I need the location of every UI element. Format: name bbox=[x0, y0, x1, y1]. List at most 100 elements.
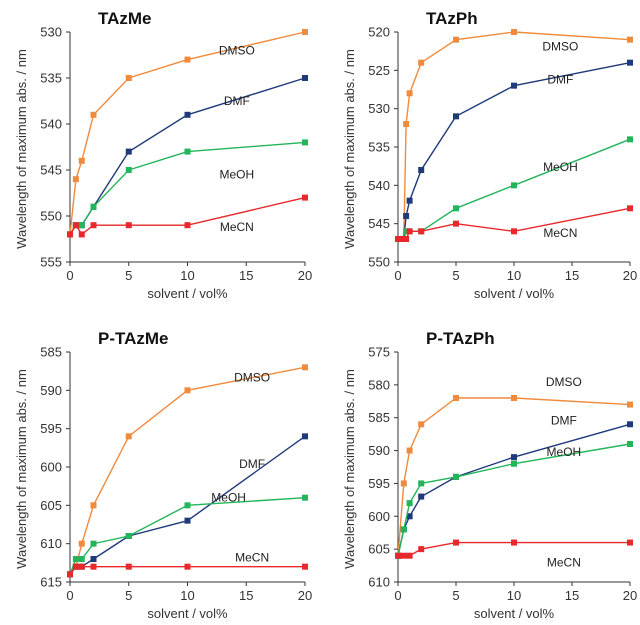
data-point bbox=[72, 563, 79, 570]
data-point bbox=[406, 90, 413, 97]
chart-title: P-TAzMe bbox=[98, 329, 169, 348]
data-point bbox=[400, 480, 407, 487]
chart-title: TAzMe bbox=[98, 9, 152, 28]
series-dmf: DMF bbox=[395, 413, 633, 559]
y-tick-label: 580 bbox=[368, 377, 390, 392]
y-tick-label: 615 bbox=[40, 575, 62, 590]
chart-title: P-TAzPh bbox=[426, 329, 495, 348]
x-tick-label: 10 bbox=[180, 588, 194, 603]
data-point bbox=[72, 222, 79, 229]
data-point bbox=[67, 571, 73, 578]
data-point bbox=[78, 563, 85, 570]
series-label: DMSO bbox=[542, 40, 578, 54]
data-point bbox=[627, 59, 633, 66]
series-meoh: MeOH bbox=[67, 491, 308, 578]
data-point bbox=[302, 75, 308, 81]
data-point bbox=[511, 539, 517, 546]
x-tick-label: 5 bbox=[125, 588, 132, 603]
data-point bbox=[90, 540, 97, 547]
x-tick-label: 20 bbox=[298, 268, 312, 283]
data-point bbox=[627, 421, 633, 428]
x-tick-label: 10 bbox=[180, 268, 194, 283]
series-label: MeCN bbox=[543, 226, 577, 240]
x-tick-label: 5 bbox=[452, 268, 459, 283]
data-point bbox=[403, 213, 410, 219]
data-point bbox=[78, 556, 85, 562]
y-axis-label: Wavelength of maximum abs. / nm bbox=[14, 369, 29, 569]
data-point bbox=[184, 517, 191, 524]
x-axis-label: solvent / vol% bbox=[147, 286, 228, 301]
panel-tazme: 530 535 540 545 550 555 0 5 10 15 20 solvent / vol%… bbox=[14, 9, 312, 301]
series-label: MeOH bbox=[211, 491, 246, 505]
data-point bbox=[184, 56, 191, 63]
y-axis-label: Wavelength of maximum abs. / nm bbox=[342, 369, 357, 569]
y-tick-label: 535 bbox=[40, 71, 62, 86]
y-tick-label: 530 bbox=[368, 101, 390, 116]
series-line bbox=[69, 366, 306, 575]
series-line bbox=[69, 77, 306, 235]
data-point bbox=[78, 231, 85, 238]
data-point bbox=[90, 556, 97, 562]
y-tick-label: 585 bbox=[368, 410, 390, 425]
y-tick-label: 600 bbox=[40, 460, 62, 475]
chart-title: TAzPh bbox=[426, 9, 478, 28]
series-label: MeOH bbox=[547, 445, 582, 459]
data-point bbox=[418, 228, 425, 235]
data-point bbox=[125, 222, 132, 229]
x-tick-label: 5 bbox=[452, 588, 459, 603]
y-tick-label: 550 bbox=[368, 255, 390, 270]
series-label: MeCN bbox=[235, 550, 269, 564]
data-point bbox=[90, 203, 97, 210]
data-point bbox=[453, 395, 459, 401]
data-point bbox=[78, 540, 85, 547]
y-tick-label: 600 bbox=[368, 509, 390, 524]
y-axis-label: Wavelength of maximum abs. / nm bbox=[14, 49, 29, 249]
x-tick-label: 20 bbox=[623, 588, 637, 603]
y-tick-label: 595 bbox=[368, 476, 390, 491]
series-label: DMF bbox=[239, 457, 265, 471]
data-point bbox=[125, 167, 132, 173]
series-mecn: MeCN bbox=[67, 550, 308, 578]
data-point bbox=[453, 36, 459, 43]
x-axis-label: solvent / vol% bbox=[147, 606, 228, 620]
data-point bbox=[395, 236, 401, 242]
series-label: MeCN bbox=[547, 555, 581, 569]
series-dmso: DMSO bbox=[395, 29, 633, 242]
data-point bbox=[418, 493, 425, 500]
data-point bbox=[184, 111, 191, 118]
y-tick-label: 545 bbox=[40, 163, 62, 178]
x-tick-label: 0 bbox=[394, 588, 401, 603]
data-point bbox=[627, 441, 633, 447]
series-dmso: DMSO bbox=[67, 364, 308, 578]
data-point bbox=[125, 563, 132, 570]
data-point bbox=[403, 236, 410, 242]
data-point bbox=[406, 500, 413, 507]
x-tick-label: 0 bbox=[66, 588, 73, 603]
data-point bbox=[403, 121, 410, 127]
data-point bbox=[72, 556, 79, 562]
series-label: MeOH bbox=[543, 160, 578, 174]
data-point bbox=[302, 194, 308, 201]
series-line bbox=[398, 62, 631, 240]
series-line bbox=[398, 31, 631, 240]
data-point bbox=[90, 111, 97, 118]
x-tick-label: 15 bbox=[239, 588, 253, 603]
data-point bbox=[302, 364, 308, 371]
x-tick-label: 0 bbox=[66, 268, 73, 283]
data-point bbox=[90, 563, 97, 570]
data-point bbox=[78, 222, 85, 229]
series-label: MeOH bbox=[220, 168, 255, 182]
data-point bbox=[453, 113, 459, 120]
series-line bbox=[397, 397, 631, 556]
data-point bbox=[90, 222, 97, 229]
y-tick-label: 610 bbox=[368, 575, 390, 590]
data-point bbox=[627, 205, 633, 212]
panel-p-tazme: 585 590 595 600 605 610 615 0 5 10 15 20 solvent / v… bbox=[14, 329, 312, 621]
y-tick-label: 540 bbox=[368, 178, 390, 193]
series-dmso: DMSO bbox=[395, 375, 633, 559]
y-tick-label: 525 bbox=[368, 63, 390, 78]
y-tick-label: 590 bbox=[40, 383, 62, 398]
y-tick-label: 535 bbox=[368, 140, 390, 155]
